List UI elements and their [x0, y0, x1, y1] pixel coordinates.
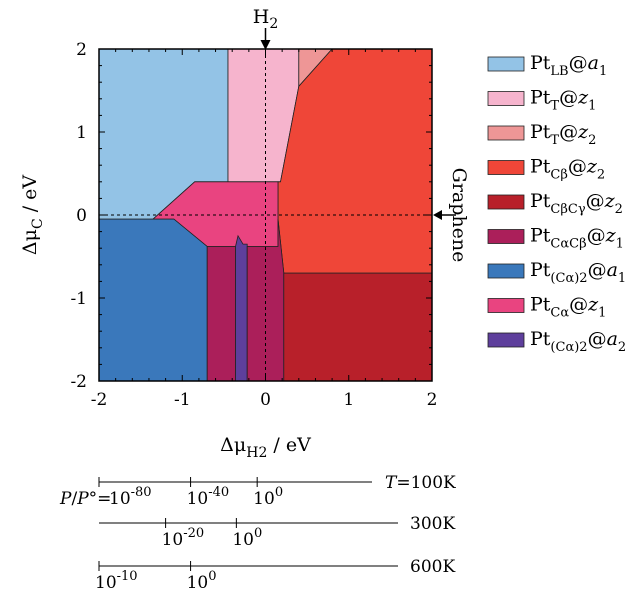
y-tick-label: 2	[76, 40, 87, 60]
x-tick-label: 2	[427, 390, 438, 410]
reference-lines: H2 Graphene	[99, 6, 470, 381]
temperature-label: 300K	[410, 514, 455, 534]
legend-label: PtT@z1	[530, 87, 596, 114]
graphene-arrow-head	[433, 210, 442, 220]
legend-label: PtT@z2	[530, 121, 596, 148]
region-Pt_(Cα)2@a2	[235, 234, 248, 381]
legend-swatch	[487, 125, 525, 141]
graphene-label: Graphene	[448, 168, 470, 263]
legend-label: Pt(Cα)2@a1	[530, 259, 626, 286]
legend-swatch	[487, 229, 525, 244]
legend: PtLB@a1 PtT@z1 PtT@z2 PtCβ@z2 PtCβCγ@z2 PtCαC…	[487, 52, 626, 355]
legend-swatch	[487, 160, 525, 175]
phase-regions	[99, 49, 432, 381]
y-tick-label: -1	[70, 289, 87, 309]
legend-swatch	[487, 263, 525, 279]
x-tick-label: 0	[260, 390, 271, 410]
x-tick-label: 1	[343, 390, 354, 410]
legend-swatch	[487, 332, 525, 348]
axis-labels: ΔμH2 / eV ΔμC / eV	[19, 175, 311, 461]
legend-label: PtCβ@z2	[530, 156, 605, 183]
pressure-tick-label: 10-40	[187, 485, 230, 509]
legend-label: PtLB@a1	[530, 52, 607, 79]
pressure-prefix: P/P°=	[59, 489, 111, 509]
pressure-tick-label: 100	[253, 485, 283, 509]
legend-swatch	[487, 194, 525, 210]
region-Pt_CαCβ@z1	[206, 246, 236, 381]
pressure-tick-label: 10-20	[162, 526, 205, 550]
pressure-tick-label: 10-80	[109, 485, 152, 509]
temperature-label: 600K	[410, 557, 455, 577]
legend-label: PtCαCβ@z1	[530, 225, 624, 252]
temperature-label: T=100K	[385, 473, 456, 493]
region-Pt_CβCγ@z2	[283, 272, 432, 381]
h2-label: H2	[253, 6, 279, 32]
y-tick-label: 0	[76, 206, 87, 226]
pressure-tick-label: 100	[187, 569, 217, 593]
y-tick-label: 1	[76, 123, 87, 143]
h2-arrow-head	[260, 40, 271, 50]
pressure-tick-label: 100	[232, 526, 262, 550]
legend-label: PtCβCγ@z2	[530, 190, 623, 217]
y-axis-label: ΔμC / eV	[19, 175, 46, 256]
legend-label: Pt(Cα)2@a2	[530, 328, 626, 355]
x-axis-label: ΔμH2 / eV	[220, 434, 311, 461]
legend-swatch	[487, 91, 525, 106]
legend-swatch	[487, 298, 525, 313]
x-tick-label: -1	[174, 390, 191, 410]
legend-swatch	[487, 56, 525, 72]
pressure-tick-label: 10-10	[95, 569, 138, 593]
region-Pt_(Cα)2@a1	[99, 218, 208, 381]
legend-label: PtCα@z1	[530, 294, 606, 321]
x-tick-label: -2	[91, 390, 108, 410]
axis-ticks: -2 -1 0 1 2 -2 -1 0 1 2	[70, 40, 437, 410]
y-tick-label: -2	[70, 372, 87, 392]
